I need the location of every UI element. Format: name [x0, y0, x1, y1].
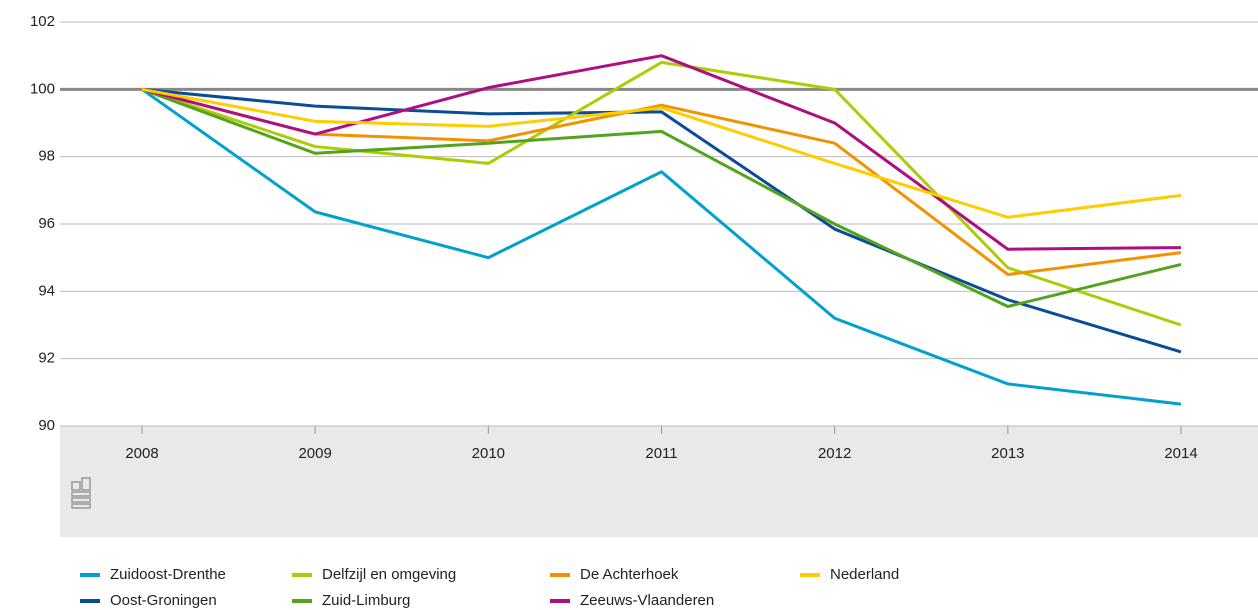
y-tick-label: 100 [30, 80, 55, 97]
line [141, 54, 1182, 251]
y-tick-label: 94 [38, 282, 55, 299]
legend-label: De Achterhoek [580, 566, 679, 583]
x-tick-label: 2013 [991, 445, 1024, 462]
x-tick-label: 2014 [1164, 445, 1197, 462]
line [141, 87, 1182, 308]
legend-label: Nederland [830, 566, 899, 583]
y-tick-label: 96 [38, 215, 55, 232]
x-axis-band [60, 426, 1258, 537]
legend-label: Oost-Groningen [110, 592, 217, 609]
logo [71, 477, 91, 509]
legend-label: Zuidoost-Drenthe [110, 566, 226, 583]
y-tick-label: 92 [38, 350, 55, 367]
line [141, 88, 1182, 406]
line [141, 87, 1182, 354]
line [141, 60, 1182, 327]
legend-label: Delfzijl en omgeving [322, 566, 456, 583]
x-tick-label: 2011 [645, 445, 677, 462]
x-tick-label: 2012 [818, 445, 851, 462]
x-tick-label: 2008 [125, 445, 158, 462]
legend-label: Zeeuws-Vlaanderen [580, 592, 714, 609]
y-tick-label: 90 [38, 417, 55, 434]
x-tick-label: 2009 [298, 445, 331, 462]
x-tick-label: 2010 [472, 445, 505, 462]
y-tick-label: 102 [30, 13, 55, 30]
legend-label: Zuid-Limburg [322, 592, 410, 609]
line [141, 87, 1182, 219]
y-tick-label: 98 [38, 148, 55, 165]
